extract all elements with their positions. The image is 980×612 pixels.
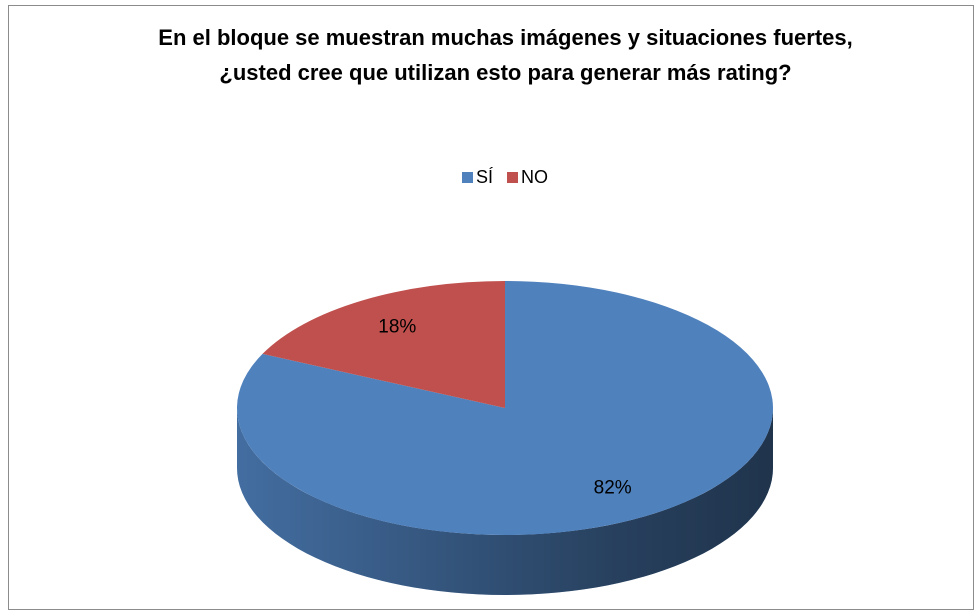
legend-swatch	[461, 172, 473, 183]
pie-slice	[262, 281, 505, 408]
legend-swatch	[507, 172, 519, 183]
chart-frame	[8, 5, 974, 610]
chart-title: En el bloque se muestran muchas imágenes…	[158, 25, 853, 85]
legend-label: SÍ	[476, 167, 493, 187]
data-label: 18%	[378, 317, 416, 338]
legend-label: NO	[521, 167, 548, 187]
pie-side-shade	[237, 408, 773, 595]
data-label: 82%	[594, 477, 632, 498]
